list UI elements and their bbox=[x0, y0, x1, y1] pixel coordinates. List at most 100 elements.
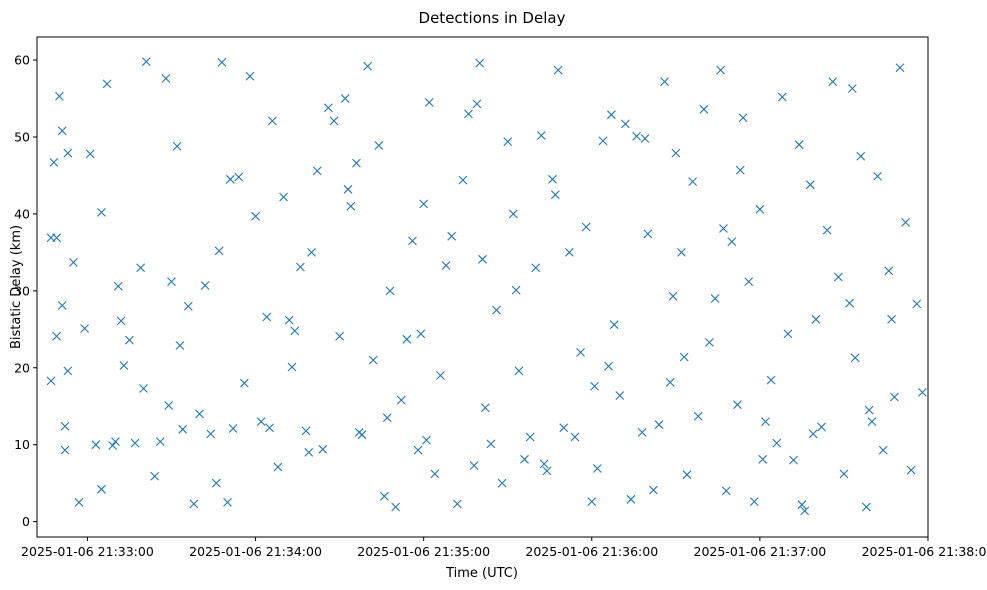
y-tick-label: 40 bbox=[14, 206, 30, 221]
data-point bbox=[290, 326, 300, 336]
data-point bbox=[710, 294, 720, 303]
data-point bbox=[822, 225, 832, 235]
data-point bbox=[164, 401, 174, 410]
data-point bbox=[287, 362, 297, 372]
x-tick-label: 2025-01-06 21:35:00 bbox=[357, 544, 490, 559]
data-point bbox=[239, 378, 249, 388]
data-point bbox=[637, 427, 647, 437]
data-point bbox=[55, 91, 64, 101]
data-point bbox=[735, 165, 745, 175]
data-point bbox=[878, 445, 888, 455]
data-point bbox=[452, 499, 462, 509]
data-point bbox=[800, 506, 810, 516]
x-tick-label: 2025-01-06 21:38:00 bbox=[862, 544, 987, 559]
data-point bbox=[828, 77, 838, 87]
data-point bbox=[273, 462, 283, 472]
data-point bbox=[402, 334, 412, 344]
data-point bbox=[867, 417, 877, 427]
data-point bbox=[108, 441, 118, 450]
data-point bbox=[901, 217, 910, 227]
data-point bbox=[211, 478, 221, 488]
data-point bbox=[508, 209, 518, 219]
data-point bbox=[688, 177, 698, 187]
data-point bbox=[228, 424, 238, 433]
data-point bbox=[592, 464, 602, 473]
data-point bbox=[155, 437, 165, 447]
data-point bbox=[436, 371, 445, 380]
data-point bbox=[511, 285, 521, 295]
data-point bbox=[632, 131, 641, 141]
plot-area-frame bbox=[36, 36, 929, 538]
data-point bbox=[141, 57, 151, 67]
data-point bbox=[536, 131, 546, 140]
data-point bbox=[649, 485, 658, 495]
data-point bbox=[217, 57, 227, 67]
data-point bbox=[755, 204, 765, 214]
data-point bbox=[887, 314, 896, 324]
data-point bbox=[606, 110, 616, 120]
data-point bbox=[234, 172, 244, 182]
data-point bbox=[419, 199, 429, 209]
data-point bbox=[413, 445, 423, 455]
data-point bbox=[178, 424, 188, 434]
data-point bbox=[189, 499, 199, 509]
data-point bbox=[116, 316, 126, 326]
data-point bbox=[783, 329, 793, 339]
data-point bbox=[486, 439, 496, 449]
data-point bbox=[262, 312, 272, 322]
data-point bbox=[380, 491, 389, 501]
x-axis-ticks: 2025-01-06 21:33:00 2025-01-06 21:34:00 20… bbox=[21, 537, 987, 559]
data-point bbox=[548, 174, 557, 184]
data-point bbox=[805, 180, 815, 190]
data-point bbox=[318, 444, 328, 454]
data-point bbox=[113, 281, 123, 291]
data-point bbox=[777, 92, 787, 102]
data-point bbox=[895, 63, 905, 73]
data-point bbox=[480, 403, 490, 413]
data-point bbox=[214, 246, 224, 256]
data-point bbox=[564, 247, 574, 257]
data-point bbox=[267, 116, 277, 126]
data-point bbox=[385, 286, 395, 296]
data-point bbox=[789, 455, 798, 465]
data-point bbox=[396, 395, 406, 405]
data-point bbox=[693, 411, 703, 421]
data-point bbox=[503, 137, 513, 147]
data-point bbox=[833, 272, 843, 282]
data-point bbox=[85, 149, 95, 159]
x-tick-label: 2025-01-06 21:36:00 bbox=[525, 544, 658, 559]
data-point bbox=[63, 148, 73, 158]
data-point bbox=[850, 353, 860, 363]
data-point bbox=[279, 192, 288, 202]
data-point bbox=[46, 233, 56, 243]
x-tick-label: 2025-01-06 21:34:00 bbox=[189, 544, 322, 559]
data-point bbox=[382, 413, 392, 423]
data-point bbox=[514, 366, 524, 376]
data-point bbox=[430, 469, 440, 479]
data-point bbox=[615, 391, 625, 400]
data-point bbox=[60, 445, 70, 455]
data-point bbox=[424, 97, 434, 107]
data-point bbox=[587, 497, 597, 507]
data-point bbox=[808, 429, 818, 439]
data-point bbox=[817, 422, 826, 432]
data-point bbox=[845, 298, 854, 308]
y-tick-label: 10 bbox=[14, 437, 30, 452]
data-point bbox=[559, 423, 569, 433]
data-point bbox=[312, 166, 322, 176]
data-point bbox=[422, 435, 431, 445]
data-point bbox=[643, 229, 653, 239]
data-point bbox=[469, 461, 479, 470]
data-point bbox=[183, 301, 193, 311]
y-axis-label: Bistatic Delay (km) bbox=[9, 225, 24, 349]
data-point bbox=[839, 469, 849, 479]
data-point bbox=[295, 262, 305, 272]
data-point bbox=[497, 478, 507, 488]
data-point bbox=[640, 134, 650, 143]
data-point bbox=[206, 429, 216, 439]
y-axis-ticks: 0 10 20 30 40 50 60 bbox=[14, 53, 37, 529]
data-point bbox=[60, 421, 70, 431]
data-point bbox=[811, 314, 821, 324]
data-point bbox=[464, 109, 473, 119]
